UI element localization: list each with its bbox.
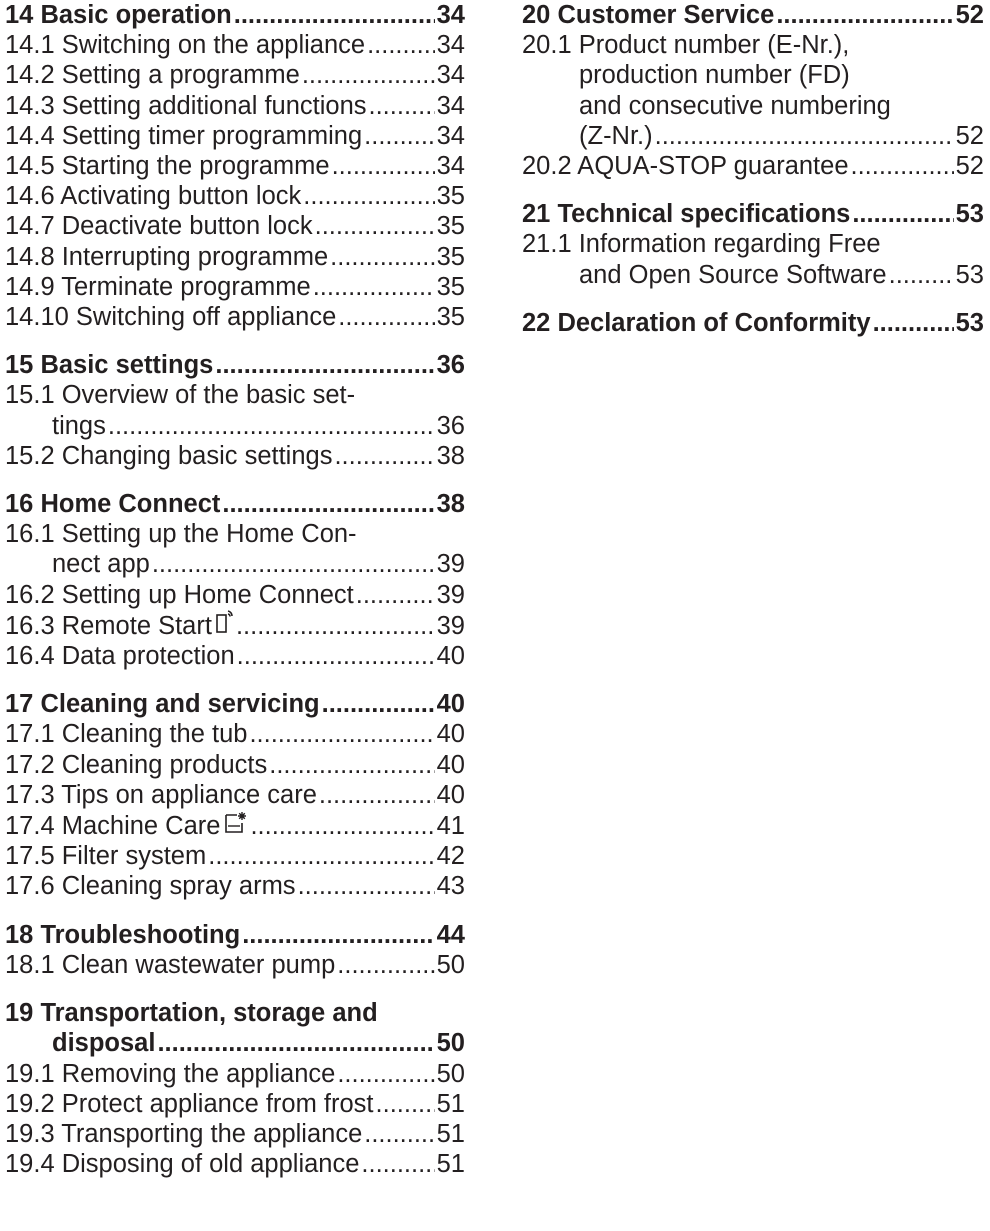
page-number: 50 xyxy=(436,1029,465,1058)
page-number: 51 xyxy=(436,1089,465,1118)
page-number: 51 xyxy=(436,1119,465,1148)
toc-section-14: 14 Basic operation34 14.1 Switching on t… xyxy=(5,0,465,332)
toc-heading[interactable]: 15 Basic settings36 xyxy=(5,350,465,380)
toc-entry[interactable]: 16.1 Setting up the Home Con- nect app39 xyxy=(5,519,465,579)
toc-entry[interactable]: 17.5 Filter system42 xyxy=(5,841,465,871)
page-number: 35 xyxy=(436,272,465,301)
toc-right-column: 20 Customer Service52 20.1 Product numbe… xyxy=(522,0,984,356)
toc-entry[interactable]: 15.1 Overview of the basic set- tings36 xyxy=(5,380,465,440)
page-number: 35 xyxy=(436,242,465,271)
toc-heading[interactable]: 18 Troubleshooting44 xyxy=(5,920,465,950)
toc-entry[interactable]: 14.5 Starting the programme34 xyxy=(5,151,465,181)
toc-left-column: 14 Basic operation34 14.1 Switching on t… xyxy=(5,0,465,1197)
toc-entry[interactable]: 14.8 Interrupting programme35 xyxy=(5,242,465,272)
toc-heading[interactable]: 22 Declaration of Conformity53 xyxy=(522,308,984,338)
toc-heading[interactable]: 14 Basic operation34 xyxy=(5,0,465,30)
machine-care-icon xyxy=(225,812,247,833)
toc-entry[interactable]: 17.3 Tips on appliance care40 xyxy=(5,780,465,810)
page-number: 52 xyxy=(955,121,984,150)
page-number: 40 xyxy=(436,720,465,749)
toc-entry[interactable]: 16.3 Remote Start39 xyxy=(5,610,465,641)
remote-start-icon xyxy=(216,610,233,633)
toc-entry[interactable]: 21.1 Information regarding Free and Open… xyxy=(522,229,984,289)
toc-entry[interactable]: 17.2 Cleaning products40 xyxy=(5,750,465,780)
toc-section-17: 17 Cleaning and servicing40 17.1 Cleanin… xyxy=(5,689,465,901)
toc-entry[interactable]: 19.4 Disposing of old appliance51 xyxy=(5,1149,465,1179)
page-number: 40 xyxy=(436,642,465,671)
page-number: 35 xyxy=(436,212,465,241)
page-number: 34 xyxy=(436,152,465,181)
page-number: 34 xyxy=(436,91,465,120)
toc-section-22: 22 Declaration of Conformity53 xyxy=(522,308,984,338)
toc-entry[interactable]: 20.1 Product number (E-Nr.), production … xyxy=(522,30,984,151)
page-number: 38 xyxy=(436,490,465,519)
toc-entry[interactable]: 17.1 Cleaning the tub40 xyxy=(5,719,465,749)
toc-section-15: 15 Basic settings36 15.1 Overview of the… xyxy=(5,350,465,471)
page-number: 36 xyxy=(436,411,465,440)
toc-entry[interactable]: 14.2 Setting a programme34 xyxy=(5,60,465,90)
toc-heading[interactable]: 17 Cleaning and servicing40 xyxy=(5,689,465,719)
toc-section-20: 20 Customer Service52 20.1 Product numbe… xyxy=(522,0,984,181)
toc-entry[interactable]: 19.1 Removing the appliance50 xyxy=(5,1059,465,1089)
toc-section-18: 18 Troubleshooting44 18.1 Clean wastewat… xyxy=(5,920,465,980)
page-number: 53 xyxy=(955,260,984,289)
page-number: 42 xyxy=(436,842,465,871)
page-number: 34 xyxy=(436,31,465,60)
toc-entry[interactable]: 14.9 Terminate programme35 xyxy=(5,272,465,302)
page-number: 52 xyxy=(955,152,984,181)
page-number: 39 xyxy=(436,550,465,579)
toc-entry[interactable]: 14.4 Setting timer programming34 xyxy=(5,121,465,151)
toc-entry[interactable]: 14.10 Switching off appliance35 xyxy=(5,302,465,332)
toc-entry[interactable]: 19.2 Protect appliance from frost51 xyxy=(5,1089,465,1119)
toc-entry[interactable]: 15.2 Changing basic settings38 xyxy=(5,441,465,471)
toc-entry[interactable]: 14.7 Deactivate button lock35 xyxy=(5,211,465,241)
toc-section-19: 19 Transportation, storage and disposal5… xyxy=(5,998,465,1179)
toc-heading[interactable]: 20 Customer Service52 xyxy=(522,0,984,30)
page-number: 35 xyxy=(436,303,465,332)
page-number: 43 xyxy=(436,872,465,901)
toc-entry[interactable]: 20.2 AQUA-STOP guarantee52 xyxy=(522,151,984,181)
page-number: 35 xyxy=(436,182,465,211)
page-number: 39 xyxy=(436,580,465,609)
page-number: 40 xyxy=(436,750,465,779)
toc-entry[interactable]: 16.2 Setting up Home Connect39 xyxy=(5,580,465,610)
page-number: 51 xyxy=(436,1150,465,1179)
toc-section-16: 16 Home Connect38 16.1 Setting up the Ho… xyxy=(5,489,465,671)
page-number: 53 xyxy=(955,308,984,337)
toc-entry[interactable]: 14.1 Switching on the appliance34 xyxy=(5,30,465,60)
toc-entry[interactable]: 17.4 Machine Care41 xyxy=(5,810,465,841)
page-number: 36 xyxy=(436,351,465,380)
toc-heading[interactable]: 16 Home Connect38 xyxy=(5,489,465,519)
toc-heading[interactable]: 19 Transportation, storage and disposal5… xyxy=(5,998,465,1058)
toc-entry[interactable]: 16.4 Data protection40 xyxy=(5,641,465,671)
page-number: 34 xyxy=(436,1,465,29)
page-number: 50 xyxy=(436,950,465,979)
toc-entry[interactable]: 14.6 Activating button lock35 xyxy=(5,181,465,211)
toc-entry[interactable]: 19.3 Transporting the appliance51 xyxy=(5,1119,465,1149)
toc-heading[interactable]: 21 Technical specifications53 xyxy=(522,199,984,229)
page-number: 40 xyxy=(436,690,465,719)
page-number: 53 xyxy=(955,200,984,229)
toc-entry[interactable]: 18.1 Clean wastewater pump50 xyxy=(5,950,465,980)
page-number: 34 xyxy=(436,121,465,150)
page-number: 38 xyxy=(436,441,465,470)
page-number: 44 xyxy=(436,920,465,949)
page-number: 50 xyxy=(436,1059,465,1088)
page-number: 52 xyxy=(955,1,984,29)
page-number: 41 xyxy=(436,812,465,841)
toc-section-21: 21 Technical specifications53 21.1 Infor… xyxy=(522,199,984,290)
page-number: 34 xyxy=(436,61,465,90)
page-number: 39 xyxy=(436,611,465,640)
toc-entry[interactable]: 14.3 Setting additional functions34 xyxy=(5,91,465,121)
toc-entry[interactable]: 17.6 Cleaning spray arms43 xyxy=(5,871,465,901)
page-number: 40 xyxy=(436,780,465,809)
